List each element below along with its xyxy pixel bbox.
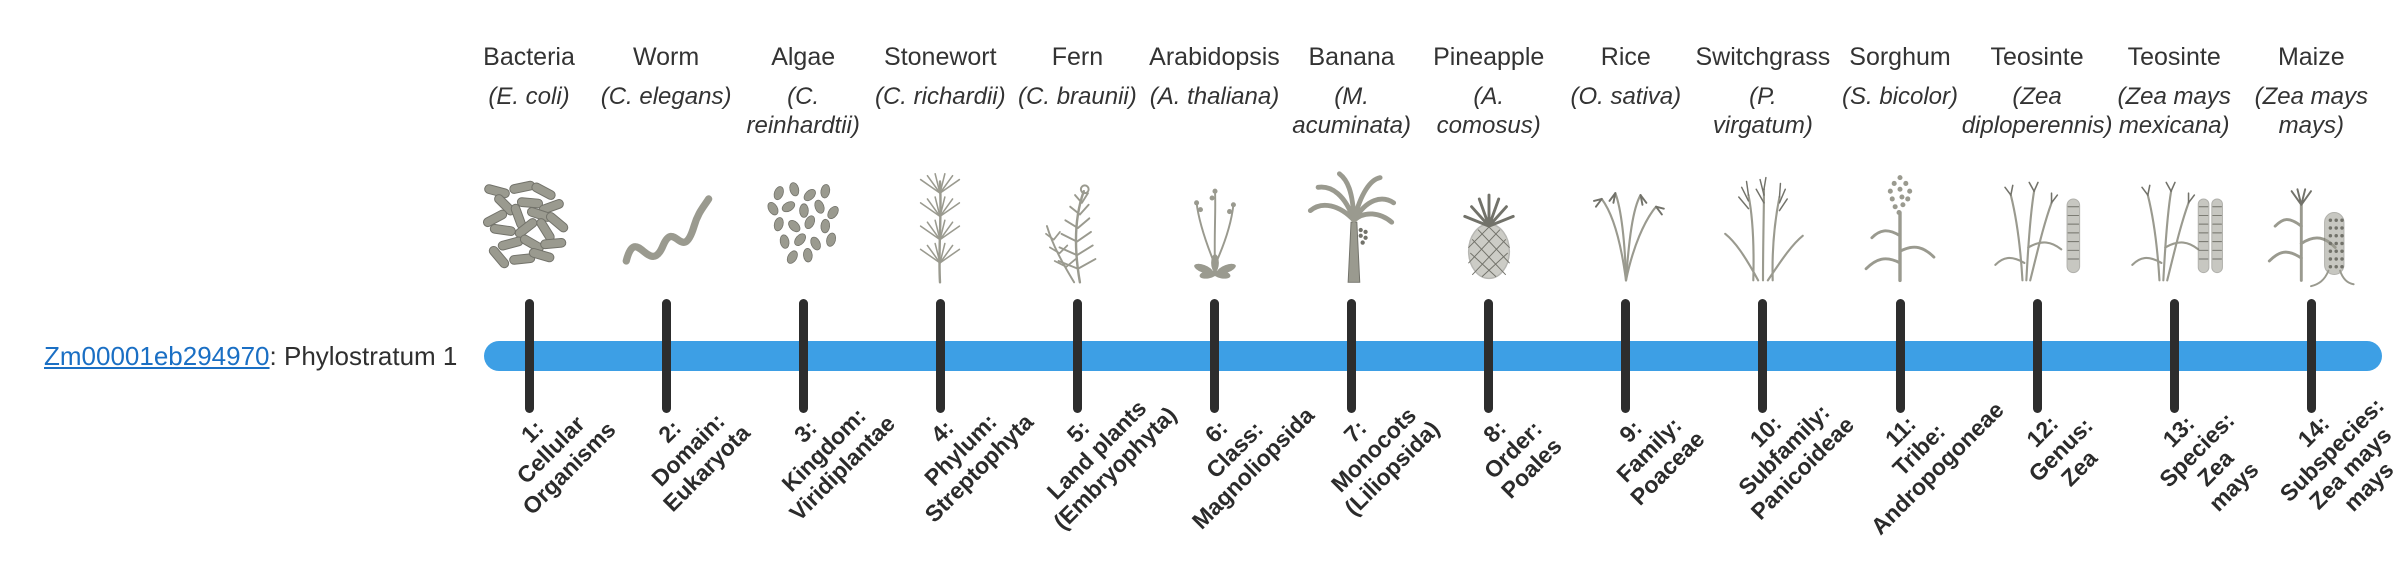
organism-scientific-name: (C. elegans) [600,83,732,110]
organism-common-name: Maize [2277,43,2345,71]
phylostratum-label-7: 7: Monocots (Liliopsida) [1325,401,1444,521]
gene-id-link[interactable]: Zm00001eb294970 [44,341,270,371]
timeline-tick-7 [1347,299,1357,413]
organism-scientific-name: (A. comosus) [1436,83,1541,139]
timeline-tick-2 [661,299,671,413]
rice-illustration [1567,166,1685,292]
phylostratum-label-3: 3: Kingdom: Viridiplantae [776,402,901,526]
organism-column-11: Sorghum (S. bicolor) [1815,42,1985,292]
organism-column-2: Worm (C. elegans) [581,42,751,292]
organism-common-name: Fern [1051,43,1104,71]
organism-scientific-name: (C. reinhardtii) [746,83,860,139]
organism-scientific-name: (C. richardii) [874,83,1006,110]
organism-common-name: Banana [1308,43,1395,71]
organism-common-name: Teosinte [1990,43,2084,71]
phylostratum-label-6: 6: Class: Magnoliopsida [1186,401,1319,535]
organism-scientific-name: (A. thaliana) [1149,83,1280,110]
banana-illustration [1293,166,1411,292]
switchgrass-illustration [1704,166,1822,292]
timeline-tick-5 [1072,299,1082,413]
organism-scientific-name: (Zea mays mexicana) [2117,83,2231,139]
organism-scientific-name: (O. sativa) [1570,83,1682,110]
organism-common-name: Algae [771,43,836,71]
organism-common-name: Pineapple [1433,43,1545,71]
timeline-tick-10 [1758,299,1768,413]
organism-common-name: Teosinte [2127,43,2221,71]
organism-column-4: Stonewort (C. richardii) [855,42,1025,292]
phylostratum-label-8: 8: Order: Poales [1477,414,1567,504]
organism-scientific-name: (P. virgatum) [1712,83,1813,139]
organism-column-5: Fern (C. braunii) [992,42,1162,292]
organism-scientific-name: (Zea mays mays) [2254,83,2368,139]
organism-column-1: Bacteria (E. coli) [444,42,614,292]
worm-illustration [607,166,725,292]
organism-column-12: Teosinte (Zea diploperennis) [1952,42,2122,292]
timeline-tick-9 [1621,299,1631,413]
timeline-bar [484,341,2382,371]
organism-common-name: Rice [1600,43,1651,71]
timeline-tick-14 [2306,299,2316,413]
timeline-tick-12 [2032,299,2042,413]
teosinte-mexicana-illustration [2115,166,2233,292]
phylostratum-label-13: 13: Species: Zea mays [2154,406,2264,517]
organism-column-10: Switchgrass (P. virgatum) [1678,42,1848,292]
timeline-tick-13 [2169,299,2179,413]
organism-common-name: Switchgrass [1695,43,1831,71]
organism-column-14: Maize (Zea mays mays) [2226,42,2396,292]
timeline-tick-1 [524,299,534,413]
phylostratum-label-11: 11: Tribe: Andropogoneae [1865,396,2009,540]
gene-phylostratum-text: : Phylostratum 1 [269,341,458,371]
arabidopsis-illustration [1156,166,1274,292]
organism-common-name: Stonewort [884,43,997,71]
sorghum-illustration [1841,166,1959,292]
organism-scientific-name: (M. acuminata) [1292,83,1411,139]
organism-column-9: Rice (O. sativa) [1541,42,1711,292]
organism-scientific-name: (C. braunii) [1018,83,1137,110]
timeline-tick-3 [798,299,808,413]
organism-column-7: Banana (M. acuminata) [1267,42,1437,292]
organism-column-8: Pineapple (A. comosus) [1404,42,1574,292]
phylostratum-label-1: 1: Cellular Organisms [511,410,621,520]
timeline-tick-4 [935,299,945,413]
stonewort-illustration [881,166,999,292]
organism-common-name: Worm [632,43,700,71]
maize-illustration [2252,166,2370,292]
phylostratum-label-2: 2: Domain: Eukaryota [646,407,756,517]
gene-label: Zm00001eb294970: Phylostratum 1 [44,341,457,371]
organism-scientific-name: (S. bicolor) [1841,83,1959,110]
organism-scientific-name: (E. coli) [488,83,570,110]
organism-common-name: Arabidopsis [1149,43,1280,71]
organism-common-name: Bacteria [483,43,575,71]
phylostratum-label-12: 12: Genus: Zea [2021,410,2103,492]
pineapple-illustration [1430,166,1548,292]
timeline-tick-8 [1484,299,1494,413]
organism-column-3: Algae (C. reinhardtii) [718,42,888,292]
phylostratum-label-4: 4: Phylum: Streptophyta [919,408,1039,528]
organism-column-6: Arabidopsis (A. thaliana) [1130,42,1300,292]
phylostratum-label-9: 9: Family: Poaceae [1611,411,1710,511]
organism-common-name: Sorghum [1849,43,1951,71]
teosinte-diplo-illustration [1978,166,2096,292]
fern-illustration [1018,166,1136,292]
timeline-tick-11 [1895,299,1905,413]
bacteria-illustration [470,166,588,292]
organism-scientific-name: (Zea diploperennis) [1961,83,2113,139]
timeline-tick-6 [1210,299,1219,413]
algae-illustration [744,166,862,292]
phylostratum-label-14: 14: Subspecies: Zea mays mays [2275,392,2399,517]
organism-column-13: Teosinte (Zea mays mexicana) [2089,42,2259,292]
